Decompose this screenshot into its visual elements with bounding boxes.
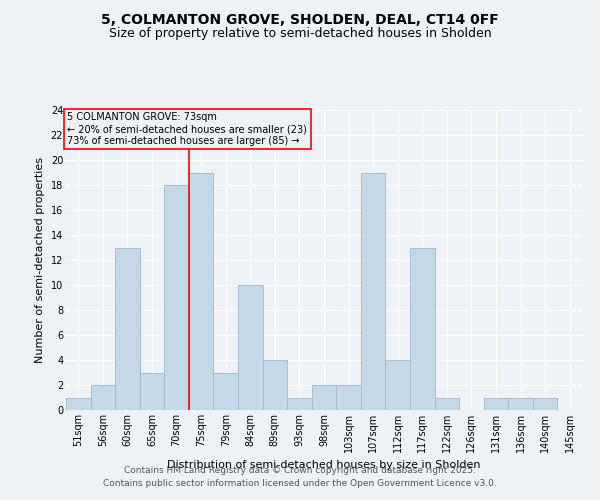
Bar [508,398,533,410]
Text: Size of property relative to semi-detached houses in Sholden: Size of property relative to semi-detach… [109,28,491,40]
Text: Contains HM Land Registry data © Crown copyright and database right 2025.
Contai: Contains HM Land Registry data © Crown c… [103,466,497,487]
Y-axis label: Number of semi-detached properties: Number of semi-detached properties [35,157,45,363]
X-axis label: Distribution of semi-detached houses by size in Sholden: Distribution of semi-detached houses by … [167,460,481,470]
Bar [263,360,287,410]
Bar [336,385,361,410]
Bar [312,385,336,410]
Bar [91,385,115,410]
Text: 5 COLMANTON GROVE: 73sqm
← 20% of semi-detached houses are smaller (23)
73% of s: 5 COLMANTON GROVE: 73sqm ← 20% of semi-d… [67,112,307,146]
Bar [140,372,164,410]
Bar [385,360,410,410]
Bar [287,398,312,410]
Bar [214,372,238,410]
Bar [66,398,91,410]
Bar [434,398,459,410]
Bar [410,248,434,410]
Bar [533,398,557,410]
Text: 5, COLMANTON GROVE, SHOLDEN, DEAL, CT14 0FF: 5, COLMANTON GROVE, SHOLDEN, DEAL, CT14 … [101,12,499,26]
Bar [238,285,263,410]
Bar [484,398,508,410]
Bar [115,248,140,410]
Bar [189,172,214,410]
Bar [164,185,189,410]
Bar [361,172,385,410]
